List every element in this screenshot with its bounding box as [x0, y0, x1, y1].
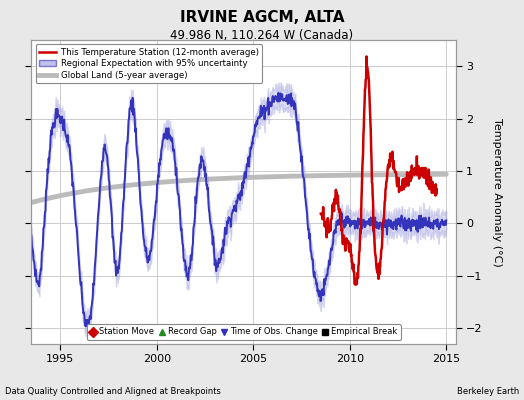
Text: IRVINE AGCM, ALTA: IRVINE AGCM, ALTA [180, 10, 344, 25]
Text: 49.986 N, 110.264 W (Canada): 49.986 N, 110.264 W (Canada) [170, 29, 354, 42]
Legend: Station Move, Record Gap, Time of Obs. Change, Empirical Break: Station Move, Record Gap, Time of Obs. C… [87, 324, 400, 340]
Text: Berkeley Earth: Berkeley Earth [456, 387, 519, 396]
Y-axis label: Temperature Anomaly (°C): Temperature Anomaly (°C) [492, 118, 502, 266]
Text: Data Quality Controlled and Aligned at Breakpoints: Data Quality Controlled and Aligned at B… [5, 387, 221, 396]
